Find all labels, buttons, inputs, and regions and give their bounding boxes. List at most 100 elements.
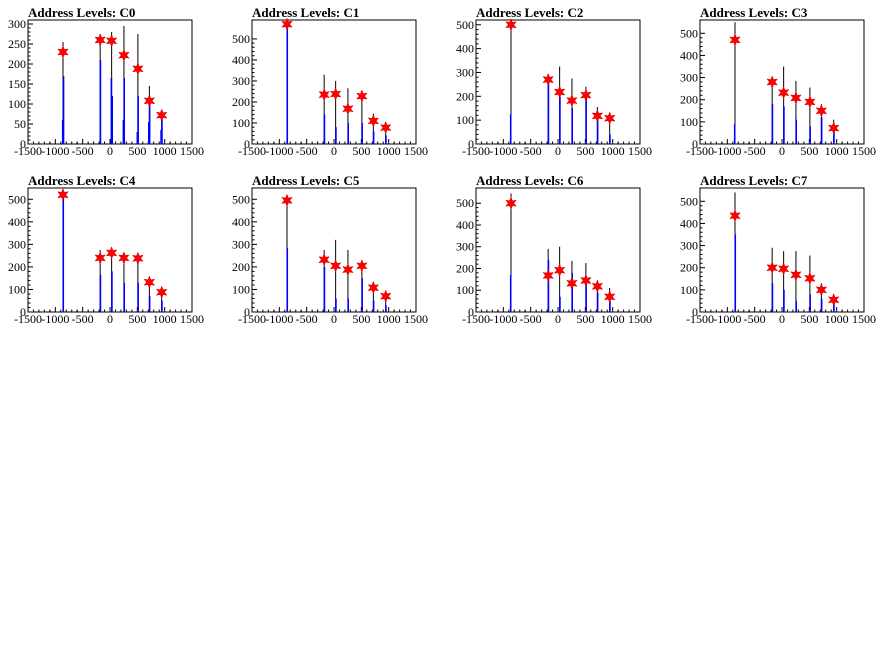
y-tick-label: 150 (8, 77, 26, 91)
peak-marker (94, 251, 106, 265)
x-tick-label: 1500 (404, 144, 428, 158)
x-tick-label: 500 (128, 312, 146, 326)
peak-marker (281, 193, 293, 208)
peak-marker (379, 289, 392, 303)
peak-marker (729, 209, 741, 223)
y-tick-label: 100 (456, 283, 474, 297)
peak-marker (580, 273, 592, 288)
plot-frame (475, 19, 641, 145)
y-tick-label: 200 (680, 93, 698, 107)
peak-marker (790, 91, 802, 105)
peak-marker (815, 283, 828, 297)
x-tick-label: -1500 (462, 144, 490, 158)
panel-c5: Address Levels: C50100200300400500-1500-… (232, 173, 428, 326)
peak-marker (591, 279, 604, 293)
x-tick-label: -1500 (14, 144, 42, 158)
y-tick-label: 500 (232, 192, 250, 206)
peak-marker (143, 275, 156, 289)
panel-c1: Address Levels: C10100200300400500-1500-… (232, 5, 428, 158)
y-tick-label: 200 (8, 57, 26, 71)
x-tick-label: 500 (800, 312, 818, 326)
x-tick-label: -1000 (713, 144, 741, 158)
x-tick-label: 1000 (377, 144, 401, 158)
peak-marker (57, 45, 69, 59)
plot-frame (699, 187, 865, 313)
y-tick-label: 100 (232, 116, 250, 130)
peak-marker (132, 251, 144, 265)
y-tick-label: 0 (468, 137, 474, 151)
y-tick-label: 500 (456, 196, 474, 210)
peak-marker (603, 111, 616, 125)
peak-marker (815, 104, 828, 118)
peak-marker (342, 262, 354, 277)
y-tick-label: 0 (692, 137, 698, 151)
plot-frame (475, 187, 641, 313)
x-tick-label: -1000 (489, 312, 517, 326)
peak-marker (318, 87, 330, 102)
x-tick-label: 0 (331, 312, 337, 326)
y-tick-label: 300 (232, 237, 250, 251)
peak-marker (57, 188, 69, 202)
x-tick-label: 1000 (825, 312, 849, 326)
peak-marker (603, 290, 616, 304)
y-tick-label: 250 (8, 37, 26, 51)
y-tick-label: 400 (456, 218, 474, 232)
x-tick-label: -1500 (238, 312, 266, 326)
x-tick-label: 1500 (852, 144, 876, 158)
y-tick-label: 300 (8, 237, 26, 251)
peak-marker (777, 85, 790, 100)
peak-marker (505, 196, 517, 210)
peak-marker (367, 281, 380, 295)
x-tick-label: 1500 (628, 312, 652, 326)
x-tick-label: 0 (779, 144, 785, 158)
y-tick-label: 200 (232, 260, 250, 274)
panel-title: Address Levels: C7 (700, 173, 808, 188)
x-tick-label: 1000 (377, 312, 401, 326)
y-tick-label: 400 (680, 216, 698, 230)
peak-marker (342, 102, 354, 116)
x-tick-label: 0 (555, 312, 561, 326)
peak-marker (777, 262, 790, 276)
x-tick-label: 0 (107, 144, 113, 158)
y-tick-label: 500 (232, 32, 250, 46)
peak-marker (281, 17, 293, 31)
peak-marker (94, 33, 106, 47)
peak-marker (132, 62, 144, 76)
y-tick-label: 50 (14, 117, 26, 131)
y-tick-label: 400 (232, 53, 250, 67)
peak-marker (553, 85, 566, 99)
peak-marker (329, 87, 342, 101)
y-tick-label: 200 (232, 95, 250, 109)
peak-marker (379, 120, 392, 135)
x-tick-label: 500 (352, 144, 370, 158)
y-tick-label: 400 (680, 48, 698, 62)
y-tick-label: 0 (20, 305, 26, 319)
x-tick-label: 500 (128, 144, 146, 158)
x-tick-label: 0 (331, 144, 337, 158)
y-tick-label: 100 (8, 97, 26, 111)
peak-marker (542, 72, 554, 87)
x-tick-label: -1500 (686, 312, 714, 326)
x-tick-label: 1000 (601, 144, 625, 158)
x-tick-label: 1500 (404, 312, 428, 326)
x-tick-label: -500 (744, 312, 766, 326)
panel-title: Address Levels: C2 (476, 5, 583, 20)
y-tick-label: 100 (680, 283, 698, 297)
y-tick-label: 400 (8, 215, 26, 229)
x-tick-label: -500 (72, 144, 94, 158)
panel-c3: Address Levels: C30100200300400500-1500-… (680, 5, 876, 158)
x-tick-label: 1000 (153, 312, 177, 326)
x-tick-label: 500 (352, 312, 370, 326)
x-tick-label: -1500 (686, 144, 714, 158)
y-tick-label: 500 (456, 18, 474, 32)
x-tick-label: -1000 (713, 312, 741, 326)
x-tick-label: -500 (296, 312, 318, 326)
plot-frame (251, 187, 417, 313)
peak-marker (827, 293, 840, 307)
x-tick-label: 1000 (153, 144, 177, 158)
panel-c2: Address Levels: C20100200300400500-1500-… (456, 5, 652, 158)
x-tick-label: 1000 (601, 312, 625, 326)
peak-marker (580, 88, 592, 102)
peak-marker (356, 259, 368, 273)
y-tick-label: 300 (232, 74, 250, 88)
